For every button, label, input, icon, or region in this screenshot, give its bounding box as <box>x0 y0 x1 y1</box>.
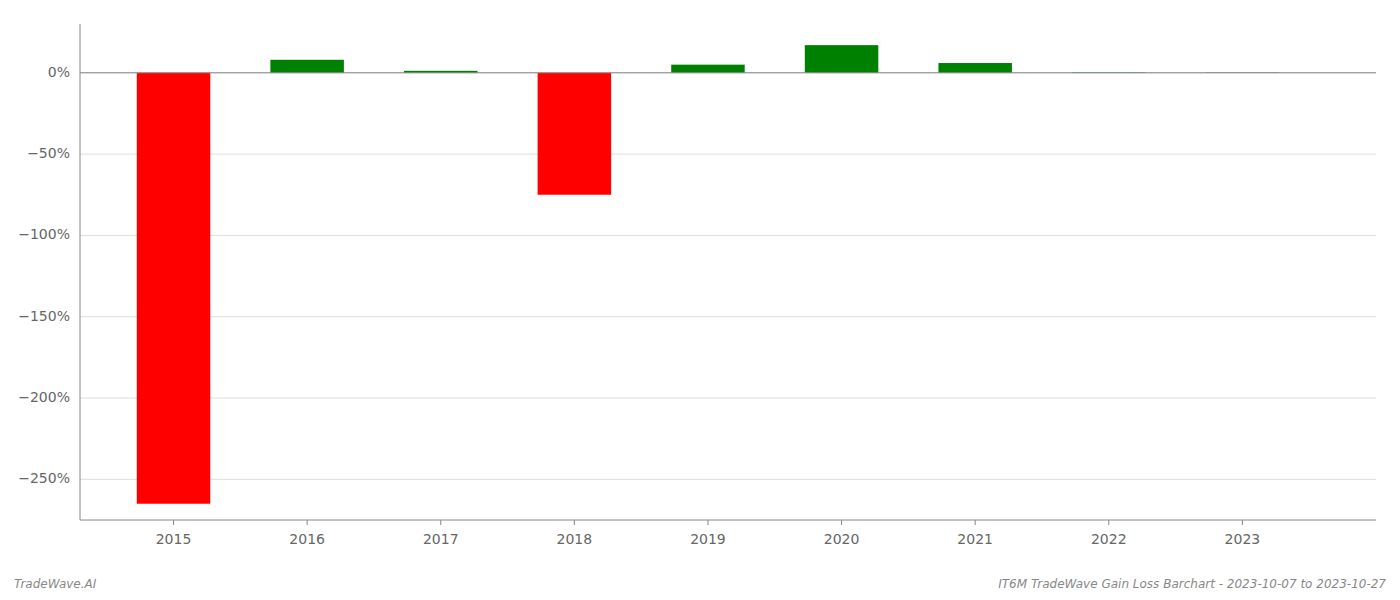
grid-line <box>80 235 1376 236</box>
x-tick-labels: 2015 2016 2017 2018 2019 2020 2021 2022 2023 <box>156 520 1261 547</box>
x-tick-label: 2023 <box>1225 531 1261 547</box>
x-tick <box>173 520 174 525</box>
x-tick-label: 2017 <box>423 531 459 547</box>
x-tick <box>440 520 441 525</box>
bar <box>137 73 210 504</box>
chart-container: 0%−50%−100%−150%−200%−250%20152016201720… <box>0 0 1400 600</box>
x-tick <box>1242 520 1243 525</box>
bars <box>137 45 1279 504</box>
x-axis-line <box>80 520 1376 521</box>
grid-line <box>80 154 1376 155</box>
x-tick <box>841 520 842 525</box>
y-tick-label: −250% <box>18 470 70 486</box>
x-tick <box>574 520 575 525</box>
y-tick-label: −200% <box>18 389 70 405</box>
x-tick-label: 2021 <box>957 531 993 547</box>
x-tick-label: 2019 <box>690 531 726 547</box>
grid-line <box>80 398 1376 399</box>
x-tick-label: 2016 <box>289 531 325 547</box>
x-tick-label: 2020 <box>824 531 860 547</box>
grid-line <box>80 316 1376 317</box>
x-tick <box>307 520 308 525</box>
bar <box>805 45 878 73</box>
bar <box>671 65 744 73</box>
x-tick <box>975 520 976 525</box>
grid-line <box>80 72 1376 73</box>
bar <box>270 60 343 73</box>
x-tick <box>707 520 708 525</box>
zero-line <box>80 72 1376 73</box>
y-tick-label: 0% <box>48 64 70 80</box>
bar <box>938 63 1011 73</box>
y-tick-label: −150% <box>18 308 70 324</box>
y-tick-label: −50% <box>27 145 70 161</box>
y-tick-labels: 0% −50% −100% −150% −200% −250% <box>18 64 70 487</box>
bar <box>538 73 611 195</box>
y-axis-line <box>80 24 81 520</box>
x-tick-label: 2018 <box>557 531 593 547</box>
x-tick-label: 2015 <box>156 531 192 547</box>
footer-text: IT6M TradeWave Gain Loss Barchart - 2023… <box>998 577 1386 591</box>
footer-text: TradeWave.AI <box>14 577 97 591</box>
y-grid <box>80 73 1376 480</box>
chart: 0%−50%−100%−150%−200%−250%20152016201720… <box>0 0 1400 600</box>
x-tick-label: 2022 <box>1091 531 1127 547</box>
x-tick <box>1108 520 1109 525</box>
footer: TradeWave.AI IT6M TradeWave Gain Loss Bar… <box>14 577 1386 591</box>
y-tick-label: −100% <box>18 226 70 242</box>
grid-line <box>80 479 1376 480</box>
